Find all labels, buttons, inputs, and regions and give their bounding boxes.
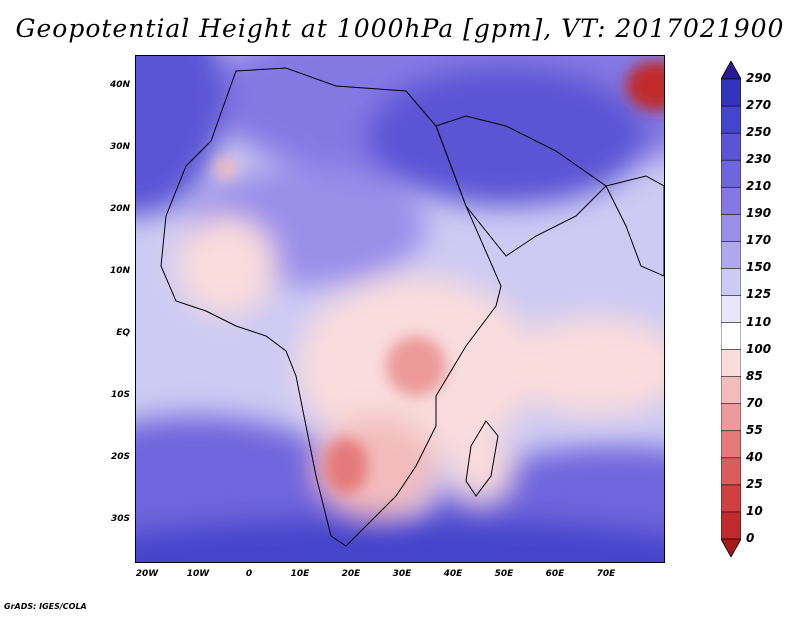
colorbar-swatch [721,132,741,161]
colorbar-label: 270 [746,98,772,113]
colorbar-label: 230 [746,152,772,167]
colorbar-swatch [721,376,741,405]
x-tick-label: 20E [341,569,361,579]
madagascar-coastline [465,420,499,497]
arabia-coastline [435,115,607,257]
colorbar-label: 210 [746,179,772,194]
colorbar-swatch [721,403,741,432]
field-south-band [136,516,664,562]
x-tick-label: 10W [186,569,210,579]
colorbar-top-arrow [721,61,741,80]
y-tick-label: 20S [110,452,130,462]
colorbar-swatch [721,511,741,540]
x-tick-label: 30E [392,569,412,579]
x-tick-label: 40E [443,569,463,579]
colorbar-swatch [721,186,741,216]
colorbar-swatch [721,295,741,324]
colorbar-label: 70 [746,395,763,410]
colorbar-label: 100 [746,341,772,356]
colorbar-label: 250 [746,125,772,140]
colorbar-label: 110 [746,314,772,329]
colorbar-label: 190 [746,206,772,221]
colorbar-label: 10 [746,503,763,518]
colorbar [721,61,741,557]
map-panel [135,55,665,563]
y-tick-label: 20N [109,204,130,214]
y-tick-label: EQ [116,328,130,338]
y-tick-label: 30S [110,514,130,524]
field-atlantic-nw [136,56,226,216]
colorbar-label: 170 [746,233,772,248]
colorbar-swatch [721,159,741,189]
field-mauritania-low [214,158,238,178]
x-tick-label: 20W [135,569,159,579]
chart-title: Geopotential Height at 1000hPa [gpm], VT… [15,14,785,43]
colorbar-label: 85 [746,368,763,383]
x-tick-label: 0 [245,569,253,579]
colorbar-swatch [721,484,741,513]
y-tick-label: 30N [109,142,130,152]
y-tick-label: 10S [110,390,130,400]
x-tick-label: 50E [494,569,514,579]
colorbar-bottom-arrow [721,538,741,557]
field-madagascar-low [451,431,511,501]
field-arabia-high [366,66,646,206]
field-east-africa-low [386,336,446,396]
colorbar-swatch [721,213,741,243]
map-canvas [136,56,664,562]
colorbar-swatch [721,105,741,134]
x-tick-label: 60E [545,569,565,579]
colorbar-label: 290 [746,71,772,85]
colorbar-swatch [721,349,741,378]
footer-credit: GrADS: IGES/COLA [4,602,87,611]
colorbar-swatch [721,322,741,351]
colorbar-swatch [721,457,741,486]
field-west-africa-low [176,216,276,316]
field-kalahari-low [324,438,368,494]
field-indian-ocean-weak-low [506,316,664,416]
colorbar-label: 0 [746,531,755,545]
colorbar-label: 25 [746,476,763,491]
y-tick-label: 10N [109,266,130,276]
colorbar-swatch [721,430,741,459]
x-tick-label: 10E [290,569,310,579]
colorbar-label: 40 [746,449,763,464]
colorbar-swatch [721,268,741,297]
india-coastline [605,175,664,277]
y-tick-label: 40N [109,80,130,90]
colorbar-label: 125 [746,287,772,302]
x-tick-label: 70E [596,569,616,579]
colorbar-swatch [721,241,741,270]
colorbar-label: 150 [746,260,772,275]
colorbar-swatch [721,78,741,107]
colorbar-label: 55 [746,422,763,437]
field-asia-high-red [626,61,664,111]
